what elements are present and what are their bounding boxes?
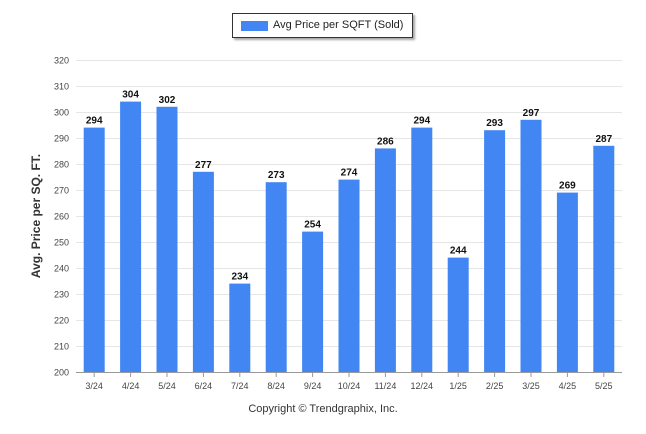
data-labels: 294 304 302 277 234 273 254 274 286 294 244 293 297 2…	[86, 90, 613, 283]
bar	[229, 283, 251, 372]
y-axis-ticks: 200 210 220 230 240 250 260 270 280 290 300 310 320	[54, 56, 69, 378]
copyright-text: Copyright © Trendgraphix, Inc.	[248, 403, 398, 415]
data-label: 294	[86, 116, 103, 127]
data-label: 277	[195, 160, 212, 171]
data-label: 274	[341, 168, 358, 179]
y-tick-label: 200	[54, 368, 69, 378]
x-tick-label: 1/25	[449, 381, 467, 391]
x-tick-label: 5/24	[158, 381, 176, 391]
legend: Avg Price per SQFT (Sold)	[232, 13, 413, 38]
x-tick-label: 11/24	[374, 381, 396, 391]
bars	[83, 101, 615, 373]
data-label: 254	[304, 220, 321, 231]
bar	[411, 127, 433, 372]
data-label: 234	[231, 272, 248, 283]
x-tick-label: 3/24	[85, 381, 103, 391]
bar	[192, 171, 214, 372]
x-tick-label: 5/25	[595, 381, 613, 391]
x-tick-label: 7/24	[231, 381, 249, 391]
y-tick-label: 270	[54, 186, 69, 196]
bar	[374, 148, 396, 372]
bar	[265, 182, 287, 372]
y-tick-label: 290	[54, 134, 69, 144]
data-label: 273	[268, 170, 285, 181]
bar	[156, 106, 178, 373]
x-tick-label: 10/24	[338, 381, 361, 391]
y-tick-label: 310	[54, 82, 69, 92]
bar	[338, 179, 360, 372]
x-axis-ticks: 3/24 4/24 5/24 6/24 7/24 8/24 9/24 10/24 11/24 12…	[85, 372, 613, 391]
bar	[484, 130, 506, 372]
x-tick-label: 6/24	[195, 381, 213, 391]
y-axis-label: Avg. Price per SQ. FT.	[29, 153, 43, 279]
data-label: 287	[595, 134, 612, 145]
bar	[447, 257, 469, 372]
bar	[83, 127, 105, 372]
x-tick-label: 2/25	[486, 381, 504, 391]
data-label: 286	[377, 136, 394, 147]
x-tick-label: 8/24	[267, 381, 285, 391]
y-tick-label: 260	[54, 212, 69, 222]
data-label: 297	[523, 108, 540, 119]
bar	[556, 192, 578, 372]
y-tick-label: 300	[54, 108, 69, 118]
x-tick-label: 9/24	[304, 381, 322, 391]
y-tick-label: 210	[54, 342, 69, 352]
x-tick-label: 4/24	[122, 381, 140, 391]
y-tick-label: 250	[54, 238, 69, 248]
data-label: 294	[413, 116, 430, 127]
y-tick-label: 320	[54, 56, 69, 66]
bar	[593, 145, 615, 372]
bar	[120, 101, 142, 372]
y-tick-label: 220	[54, 316, 69, 326]
x-tick-label: 3/25	[522, 381, 540, 391]
data-label: 244	[450, 246, 467, 257]
legend-swatch	[241, 21, 268, 31]
y-tick-label: 240	[54, 264, 69, 274]
bar	[302, 231, 324, 372]
x-tick-label: 4/25	[559, 381, 577, 391]
x-tick-label: 12/24	[411, 381, 434, 391]
y-tick-label: 230	[54, 290, 69, 300]
data-label: 269	[559, 181, 576, 192]
data-label: 293	[486, 118, 503, 129]
y-tick-label: 280	[54, 160, 69, 170]
data-label: 302	[159, 95, 176, 106]
data-label: 304	[122, 90, 139, 101]
legend-label: Avg Price per SQFT (Sold)	[273, 19, 404, 31]
bar	[520, 119, 542, 372]
